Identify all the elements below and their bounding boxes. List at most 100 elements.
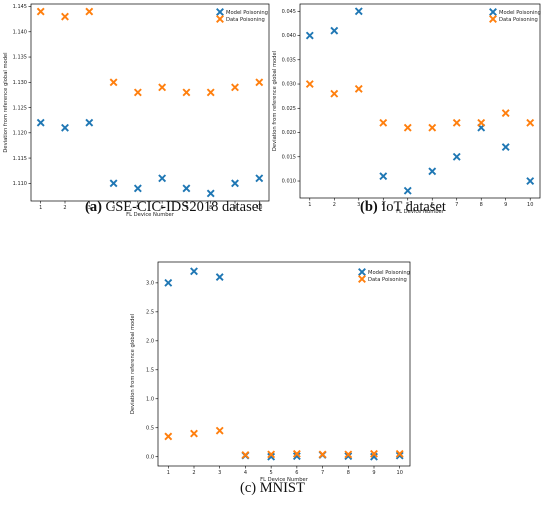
x-tick-label: 3 [218, 470, 221, 476]
data-poisoning-point [452, 118, 461, 127]
y-axis-label: Deviation from reference global model [3, 52, 9, 152]
model-poisoning-point [526, 177, 535, 185]
legend-marker-model [489, 8, 497, 16]
y-tick-label: 1.5 [146, 367, 154, 373]
data-poisoning-point [182, 88, 191, 97]
plot-frame-c [157, 261, 411, 467]
model-poisoning-point [36, 118, 45, 127]
y-tick-label: 1.120 [13, 131, 27, 137]
legend-label-data: Data Poisoning [368, 277, 407, 283]
legend-marker-model [216, 8, 224, 16]
model-poisoning-point [403, 186, 412, 195]
data-poisoning-point [231, 83, 239, 92]
legend-label-data: Data Poisoning [499, 17, 538, 23]
y-tick-label: 0.035 [282, 57, 296, 63]
legend-label-model: Model Poisoning [368, 270, 410, 276]
chart-b: 1 2 3 4 5 6 7 8 9 10 0.010 0.015 0.020 0.025 0.030 0.03… [272, 3, 541, 215]
data-poisoning-point [241, 451, 250, 459]
plot-frame-a [30, 3, 270, 202]
model-poisoning-point [395, 451, 404, 460]
y-tick-label: 0.030 [282, 82, 296, 88]
y-tick-label: 0.0 [146, 454, 154, 460]
model-poisoning-point [164, 278, 173, 287]
data-poisoning-point [477, 118, 486, 127]
model-poisoning-point [305, 31, 314, 40]
data-poisoning-point [501, 109, 510, 118]
data-poisoning-point [403, 123, 412, 132]
y-tick-label: 0.015 [282, 154, 296, 160]
model-poisoning-point [206, 189, 215, 198]
model-poisoning-point [182, 184, 191, 193]
caption-c-tag: (c) [240, 480, 257, 496]
y-tick-label: 1.145 [13, 4, 27, 10]
data-poisoning-point [36, 7, 45, 16]
y-tick-label: 0.025 [282, 106, 296, 112]
data-poisoning-point [395, 449, 404, 458]
model-poisoning-point [379, 172, 388, 181]
y-axis-label: Deviation from reference global model [272, 51, 278, 151]
caption-b: (b) IoT dataset [360, 199, 446, 216]
model-poisoning-point [452, 152, 461, 161]
data-poisoning-point [526, 118, 535, 127]
y-tick-label: 1.0 [146, 396, 154, 402]
x-tick-label: 7 [321, 470, 324, 476]
data-poisoning-point [267, 450, 276, 459]
x-tick-label: 8 [480, 202, 483, 208]
x-tick-label: 7 [455, 202, 458, 208]
model-poisoning-point [501, 143, 510, 152]
x-tick-label: 8 [347, 470, 350, 476]
caption-b-tag: (b) [360, 199, 378, 215]
legend-marker-data [489, 15, 497, 23]
y-tick-label: 3.0 [146, 281, 154, 287]
caption-c-text: MNIST [259, 480, 305, 496]
caption-b-text: IoT dataset [381, 199, 446, 215]
y-tick-label: 0.010 [282, 179, 296, 185]
model-poisoning-point [85, 118, 94, 127]
legend-label-data: Data Poisoning [226, 17, 265, 23]
model-poisoning-point [477, 123, 486, 132]
x-tick-label: 2 [192, 470, 195, 476]
data-poisoning-point [190, 429, 198, 438]
data-poisoning-point [164, 432, 173, 441]
data-poisoning-point [215, 426, 224, 435]
x-tick-label: 6 [161, 205, 164, 211]
x-tick-label: 7 [185, 205, 188, 211]
x-axis-label: FL Device Number [396, 209, 445, 215]
data-poisoning-point [370, 449, 378, 458]
x-tick-label: 2 [63, 205, 66, 211]
legend-marker-model [358, 268, 366, 276]
x-tick-label: 10 [527, 202, 533, 208]
model-poisoning-point [158, 174, 167, 183]
y-tick-label: 0.020 [282, 130, 296, 136]
y-tick-label: 1.140 [13, 29, 27, 35]
data-poisoning-point [354, 84, 363, 93]
x-tick-label: 5 [270, 470, 273, 476]
caption-a: (a) CSE-CIC-IDS2018 dataset [85, 199, 262, 216]
y-tick-label: 1.130 [13, 80, 27, 86]
model-poisoning-point [354, 7, 363, 16]
x-tick-label: 9 [372, 470, 375, 476]
y-tick-label: 1.125 [13, 105, 27, 111]
y-tick-label: 1.135 [13, 55, 27, 61]
data-poisoning-point [206, 88, 215, 97]
caption-c: (c) MNIST [240, 480, 305, 497]
y-tick-label: 0.045 [282, 9, 296, 15]
legend-label-model: Model Poisoning [499, 10, 541, 16]
data-poisoning-point [305, 80, 314, 88]
data-poisoning-point [428, 123, 437, 132]
y-tick-label: 0.040 [282, 33, 296, 39]
x-tick-label: 10 [256, 205, 262, 211]
legend-marker-data [358, 275, 366, 283]
data-poisoning-point [61, 12, 69, 21]
data-poisoning-point [330, 89, 339, 98]
model-poisoning-point [190, 267, 198, 276]
y-tick-label: 2.5 [146, 310, 154, 316]
x-tick-label: 5 [136, 205, 139, 211]
model-poisoning-point [255, 174, 264, 183]
x-tick-label: 4 [112, 205, 115, 211]
x-tick-label: 4 [244, 470, 247, 476]
data-poisoning-point [85, 7, 94, 16]
plot-frame-b [299, 3, 541, 199]
x-tick-label: 8 [209, 205, 212, 211]
x-tick-label: 2 [333, 202, 336, 208]
